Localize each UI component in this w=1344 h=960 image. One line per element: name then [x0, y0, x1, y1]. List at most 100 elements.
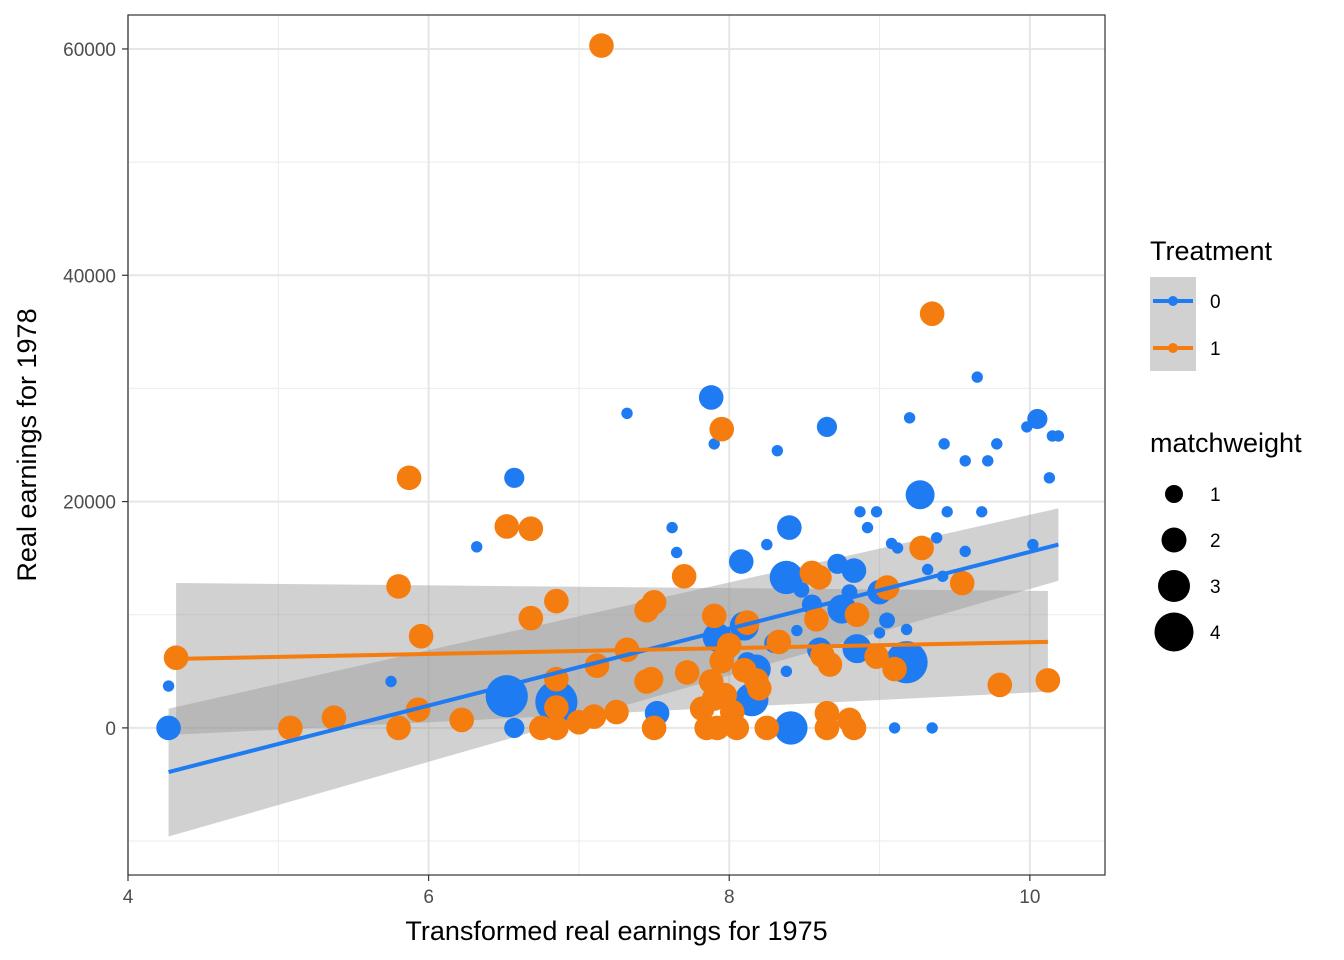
data-point-treatment-0: [816, 416, 838, 437]
data-point-treatment-0: [504, 717, 525, 738]
data-point-treatment-0: [900, 623, 913, 636]
data-point-treatment-0: [1027, 408, 1048, 430]
data-point-treatment-0: [708, 438, 720, 450]
confidence-band-0: [168, 508, 1059, 837]
data-point-treatment-0: [504, 467, 525, 488]
data-point-treatment-0: [156, 715, 181, 741]
data-point-treatment-1: [589, 33, 614, 58]
axis-ticks: 4 6 8 10 0 20000 40000 60000: [63, 40, 1040, 908]
legend-title-matchweight: matchweight: [1150, 428, 1302, 458]
data-point-treatment-0: [905, 480, 935, 510]
data-point-treatment-0: [982, 455, 994, 467]
legend-title-treatment: Treatment: [1150, 236, 1273, 266]
data-point-treatment-1: [841, 715, 867, 741]
legend-label-matchweight-3: 3: [1210, 577, 1221, 598]
data-point-treatment-0: [1043, 472, 1056, 484]
data-point-treatment-1: [919, 301, 945, 327]
data-point-treatment-1: [674, 660, 700, 685]
y-axis-label: Real earnings for 1978: [12, 308, 42, 581]
data-point-treatment-1: [544, 715, 569, 741]
data-point-treatment-0: [976, 506, 988, 518]
y-tick-label: 0: [105, 719, 116, 740]
data-point-treatment-0: [670, 546, 683, 559]
data-point-treatment-1: [724, 715, 750, 741]
data-point-treatment-0: [793, 581, 810, 598]
data-point-treatment-0: [959, 455, 971, 467]
legend-label-matchweight-2: 2: [1210, 531, 1221, 552]
data-point-treatment-1: [701, 603, 727, 629]
legend-label-matchweight-4: 4: [1210, 623, 1221, 644]
data-point-treatment-1: [408, 623, 434, 649]
data-point-treatment-0: [621, 407, 633, 420]
legend-size-dot-1: [1165, 485, 1183, 503]
data-point-treatment-0: [938, 438, 950, 450]
data-point-treatment-0: [777, 515, 802, 540]
fit-lines: [168, 542, 1059, 774]
data-point-treatment-0: [791, 624, 803, 637]
data-point-treatment-1: [386, 715, 411, 741]
y-tick-label: 40000: [63, 266, 116, 287]
data-points: [156, 33, 1065, 745]
data-point-treatment-0: [941, 506, 953, 518]
data-point-treatment-0: [861, 521, 874, 534]
data-point-treatment-0: [471, 541, 483, 553]
data-point-treatment-1: [544, 588, 569, 614]
data-point-treatment-0: [879, 612, 895, 629]
legend-label-matchweight-1: 1: [1210, 485, 1221, 506]
data-point-treatment-1: [909, 535, 934, 561]
legend-key-background: [1150, 277, 1196, 371]
data-point-treatment-1: [396, 465, 422, 491]
data-point-treatment-0: [666, 521, 678, 534]
data-point-treatment-1: [278, 715, 303, 741]
data-point-treatment-0: [841, 558, 867, 583]
x-tick-label: 6: [423, 887, 434, 908]
data-point-treatment-0: [1027, 538, 1039, 551]
legend-matchweight: matchweight 1 2 3 4: [1150, 428, 1302, 652]
legend-size-dot-4: [1154, 612, 1194, 652]
data-point-treatment-1: [1035, 668, 1061, 693]
data-point-treatment-0: [903, 412, 916, 424]
data-point-treatment-0: [842, 634, 872, 664]
data-point-treatment-1: [638, 666, 664, 692]
data-point-treatment-1: [716, 632, 742, 658]
panel-border: [127, 14, 1106, 876]
data-point-treatment-1: [641, 715, 667, 741]
data-point-treatment-1: [949, 570, 975, 596]
data-point-treatment-1: [518, 605, 544, 631]
data-point-treatment-1: [754, 715, 780, 741]
data-point-treatment-1: [704, 715, 730, 741]
data-point-treatment-1: [518, 516, 544, 542]
data-point-treatment-0: [761, 538, 773, 551]
data-point-treatment-0: [888, 722, 901, 734]
data-point-treatment-1: [604, 699, 629, 725]
data-point-treatment-0: [921, 563, 934, 576]
legend-label-treatment-0: 0: [1210, 292, 1221, 313]
data-point-treatment-0: [485, 675, 528, 718]
data-point-treatment-0: [162, 680, 175, 692]
data-point-treatment-0: [959, 545, 971, 558]
data-point-treatment-0: [385, 675, 397, 688]
data-point-treatment-1: [987, 672, 1013, 698]
data-point-treatment-1: [817, 652, 843, 677]
legend-key-point-1: [1168, 343, 1178, 353]
data-point-treatment-0: [728, 549, 754, 574]
data-point-treatment-1: [864, 644, 889, 669]
data-point-treatment-0: [930, 532, 943, 544]
data-point-treatment-0: [971, 371, 983, 383]
data-point-treatment-0: [870, 506, 883, 518]
fit-line-treatment-1: [176, 639, 1048, 661]
legend-key-point-0: [1168, 296, 1178, 306]
y-tick-label: 20000: [63, 493, 116, 514]
data-point-treatment-1: [814, 715, 840, 741]
data-point-treatment-1: [807, 565, 832, 590]
data-point-treatment-0: [891, 542, 904, 554]
data-point-treatment-1: [581, 704, 607, 729]
data-point-treatment-1: [804, 606, 829, 632]
data-point-treatment-1: [671, 563, 697, 589]
data-point-treatment-1: [709, 416, 735, 442]
legend-label-treatment-1: 1: [1210, 339, 1221, 360]
data-point-treatment-1: [766, 629, 792, 655]
data-point-treatment-0: [873, 627, 886, 639]
